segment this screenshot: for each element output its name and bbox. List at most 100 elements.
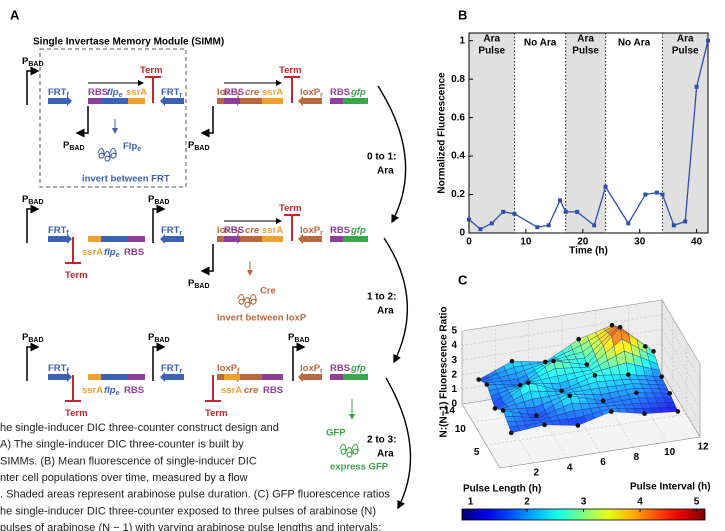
label-subscript: BAD [194,145,209,152]
x-tick-label: 0 [466,237,472,248]
gene-label: RBS [263,385,283,396]
surface-point [508,430,514,436]
y-tick-label: 1 [459,35,465,46]
gene-label: cre [245,87,260,98]
grid-line [528,393,567,458]
z-tick-label: 1 [451,384,457,395]
gene-block [330,374,343,380]
gene-label: PBAD [288,332,310,344]
label-text: P [148,332,155,343]
label-text: P [22,56,29,67]
surface-point [534,413,539,418]
gene-block [127,374,145,380]
colorbar-tick-label: 5 [694,497,700,508]
site-arrow [298,234,322,244]
label-text: P [22,194,29,205]
gene-label: Term [65,408,88,419]
y-tick-label: 0 [459,228,465,239]
x-tick-label: 2 [534,467,540,478]
action-label: invert between loxP [217,313,307,324]
z-tick-label: 2 [451,369,457,380]
caption-line: A) The single-inducer DIC three-counter … [0,439,244,451]
y-tick-label: 5 [474,447,480,458]
step-arrow [383,237,409,364]
grid-line [486,413,687,446]
label-subscript: BAD [69,145,84,152]
surface-point [551,358,556,364]
surface-point [500,408,506,413]
grid-line [595,383,634,448]
label-text: FRT [161,87,180,98]
label-text: FRT [161,225,180,236]
step-label: 2 to 3: [367,435,396,446]
gene-label: Term [205,408,228,419]
gene-label: ssrA [262,225,283,236]
z-tick-label: 4 [451,340,457,351]
gene-label: PBAD [22,194,44,206]
gene-label: PBAD [148,332,170,344]
data-point [478,227,483,232]
surface-point [542,422,547,428]
gene-block [224,236,240,242]
label-text: cre [244,385,259,396]
x-tick-label: 6 [600,457,606,468]
label-text: Term [65,408,88,419]
surface-point [584,362,590,367]
promoter [152,204,166,243]
data-point [660,192,665,197]
module-box [39,48,187,188]
label-text: flp [107,87,119,98]
site-arrow [298,372,322,382]
z-axis-label: N:(N−1) Fluorescence Ratio [439,307,450,438]
gene-block [343,98,368,104]
grid-line [661,299,701,365]
gene-label: PBAD [63,140,85,152]
action-label: invert between FRT [82,174,170,185]
label-subscript: BAD [154,337,169,344]
gene-label: cre [244,385,259,396]
promoter [26,66,40,105]
label-text: ssrA [126,87,147,98]
z-tick-label: 3 [451,355,457,366]
y-axis-label: Pulse Length (h) [463,484,541,495]
protein-label: GFP [326,428,346,439]
surface-point [517,382,523,388]
label-text: loxP [217,225,238,236]
data-point [558,198,563,203]
x-tick-label: 30 [634,237,646,248]
protein-icon [109,147,117,159]
label-text: RBS [224,225,244,236]
gene-block [330,98,343,104]
protein-icon [97,147,105,159]
gene-label: gfp [350,363,366,374]
site-arrow [160,96,184,106]
surface-point [675,409,681,414]
gene-label: flpe [104,247,120,259]
site-arrow [48,234,72,244]
label-text: ssrA [262,225,283,236]
label-text: RBS [88,87,108,98]
x-axis-label: Pulse Interval (h) [630,482,711,493]
surface-point [651,349,656,354]
label-subscript: BAD [28,199,43,206]
label-text: ssrA [82,385,103,396]
label-text: loxP [217,363,238,374]
data-point [489,221,494,226]
surface-point [559,388,564,394]
gene-label: Term [65,270,88,281]
gene-label: loxPf [217,225,240,237]
promoter [152,342,166,381]
gene-label: FRTr [161,225,182,237]
y-tick-label: 0.4 [451,151,465,162]
label-text: FRT [161,363,180,374]
label-text: P [288,332,295,343]
protein-icon [351,443,359,455]
gene-label: loxPr [300,87,323,99]
data-point [643,192,648,197]
gene-label: RBS [330,225,350,236]
protein-icon [345,446,353,458]
surface-point [625,372,631,377]
grid-line [461,314,663,346]
label-subscript: f [237,230,240,237]
protein-icon [103,150,111,162]
